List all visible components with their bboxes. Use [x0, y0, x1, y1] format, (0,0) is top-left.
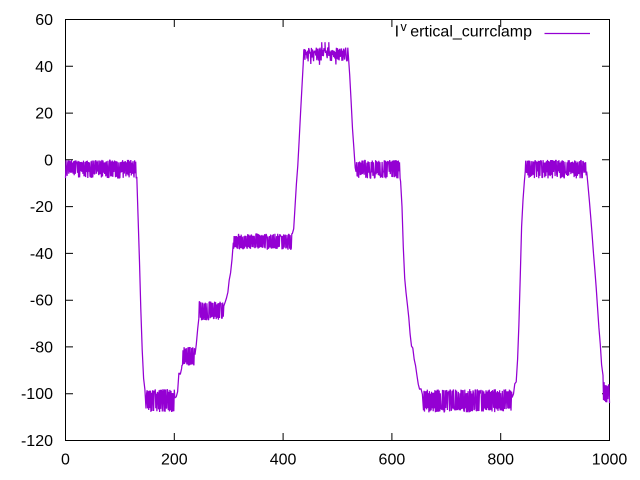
svg-text:-40: -40: [30, 246, 53, 263]
svg-text:40: 40: [35, 59, 53, 76]
svg-text:800: 800: [487, 452, 514, 469]
svg-text:0: 0: [61, 452, 70, 469]
svg-text:60: 60: [35, 12, 53, 29]
svg-text:-100: -100: [21, 386, 53, 403]
svg-text:-60: -60: [30, 293, 53, 310]
svg-text:20: 20: [35, 106, 53, 123]
svg-text:600: 600: [379, 452, 406, 469]
svg-text:200: 200: [161, 452, 188, 469]
svg-text:-120: -120: [21, 433, 53, 450]
svg-text:400: 400: [270, 452, 297, 469]
svg-text:1000: 1000: [592, 452, 628, 469]
svg-text:-80: -80: [30, 339, 53, 356]
svg-text:0: 0: [44, 152, 53, 169]
svg-text:-20: -20: [30, 199, 53, 216]
